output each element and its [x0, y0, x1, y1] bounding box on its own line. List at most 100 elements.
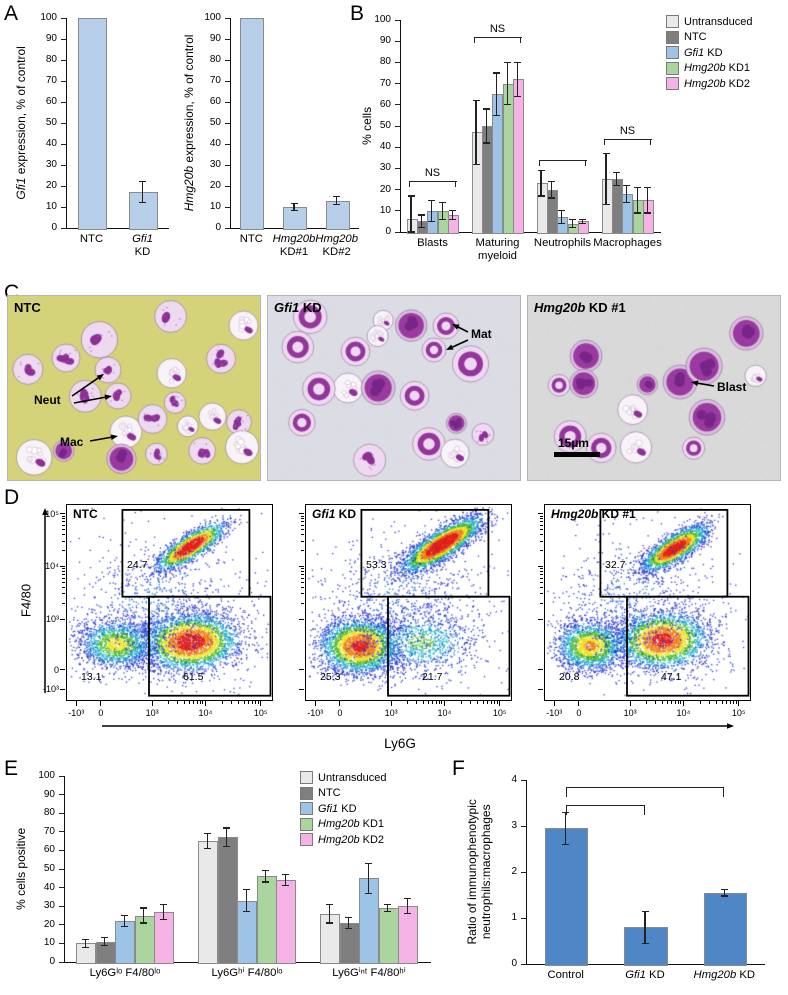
- y-minor-tick: [301, 586, 304, 588]
- y-tick: [395, 146, 400, 148]
- error-bar-cap: [403, 898, 411, 900]
- error-bar-cap: [407, 195, 415, 197]
- y-tick-label: 100: [38, 770, 55, 781]
- category-label: Gfi1 KD: [132, 233, 153, 258]
- y-minor-tick: [301, 524, 304, 526]
- arrow-head: [42, 508, 48, 515]
- error-bar-cap: [203, 833, 211, 835]
- gate-lower-left-pct: 13.1: [81, 671, 102, 683]
- y-tick: [59, 849, 64, 851]
- error-bar-cap: [281, 885, 289, 887]
- bar: [703, 892, 747, 966]
- error-bar-cap: [333, 195, 341, 198]
- y-minor-tick: [540, 529, 543, 531]
- sig-bracket: [723, 786, 725, 797]
- bar: [513, 79, 525, 234]
- error-bar-cap: [493, 114, 501, 116]
- plot-area: [400, 20, 661, 233]
- error-bar-cap: [223, 827, 231, 829]
- x-tick: [443, 701, 445, 706]
- x-minor-tick: [735, 701, 737, 704]
- y-minor-tick: [301, 540, 304, 542]
- legend-swatch: [300, 817, 313, 831]
- error-bar-cap: [139, 202, 146, 204]
- x-minor-tick: [666, 701, 668, 704]
- y-tick-label: 70: [45, 75, 57, 86]
- x-tick: [578, 701, 580, 706]
- y-tick-label: 60: [379, 98, 391, 110]
- y-minor-tick: [62, 524, 65, 526]
- error-bar-line: [410, 195, 412, 232]
- flow-scatter-canvas: [545, 505, 750, 700]
- sig-bracket: [585, 159, 587, 166]
- y-tick-label: 20: [45, 180, 57, 191]
- y-tick-label: 30: [379, 162, 391, 174]
- legend-item: NTC: [666, 30, 786, 46]
- gate-lower-right-pct: 61.5: [183, 671, 204, 683]
- y-minor-tick: [301, 568, 304, 570]
- error-bar-cap: [720, 888, 728, 891]
- bar: [643, 200, 655, 234]
- y-tick: [225, 59, 230, 61]
- micrograph-image: [8, 296, 260, 480]
- sig-bracket: [455, 181, 457, 188]
- y-minor-tick: [540, 571, 543, 572]
- sig-bracket: [520, 36, 522, 43]
- y-tick: [225, 122, 230, 124]
- flow-gates: [121, 509, 272, 697]
- x-tick-label: -10³: [68, 708, 85, 718]
- error-bar-line: [265, 870, 267, 883]
- x-minor-tick: [432, 701, 434, 704]
- arrow-line: [71, 377, 99, 397]
- error-bar-cap: [81, 939, 89, 941]
- y-tick: [61, 206, 66, 208]
- y-minor-tick: [540, 602, 543, 604]
- sig-bracket: [408, 181, 457, 183]
- y-axis-title: % cells: [360, 106, 375, 145]
- y-tick: [59, 961, 64, 963]
- x-tick-label: -10³: [546, 708, 563, 718]
- immunophenotype-chart: 0 10 20 30 40 50 60 70 80 90 100 % cells positive Ly…: [10, 766, 436, 992]
- sig-bracket: [408, 181, 410, 188]
- x-minor-tick: [490, 701, 492, 704]
- sig-bracket: [538, 159, 540, 166]
- error-bar-cap: [428, 220, 436, 222]
- y-tick-label: 90: [379, 35, 391, 47]
- legend-item: Hmg20b KD1: [300, 817, 430, 833]
- y-minor-tick: [301, 593, 304, 595]
- x-tick-label: 10⁴: [198, 708, 213, 718]
- y-tick: [395, 61, 400, 63]
- x-minor-tick: [199, 701, 201, 704]
- gate-lower-right: [148, 595, 272, 697]
- y-minor-tick: [62, 581, 65, 583]
- bar: [398, 906, 419, 964]
- y-axis-title: Hmg20b expression, % of control: [182, 34, 197, 212]
- y-minor-tick: [301, 529, 304, 531]
- legend-label: Hmg20b KD2: [318, 833, 385, 846]
- error-bar-cap: [262, 870, 270, 872]
- category-label: NTC: [239, 233, 263, 245]
- error-bar-cap: [139, 181, 146, 183]
- x-minor-tick: [254, 701, 256, 704]
- y-tick: [395, 83, 400, 85]
- arrow-head: [110, 434, 118, 440]
- x-minor-tick: [247, 701, 249, 704]
- micrograph-image: [528, 296, 780, 480]
- arrow-head: [727, 723, 734, 729]
- y-tick-label: 0: [215, 222, 221, 233]
- y-tick: [299, 618, 304, 620]
- flow-gates: [360, 509, 511, 697]
- error-bar-cap: [568, 227, 576, 229]
- y-tick: [225, 80, 230, 82]
- y-tick-label: 50: [379, 120, 391, 131]
- y-minor-tick: [62, 521, 65, 523]
- x-tick: [151, 701, 153, 706]
- error-bar-cap: [101, 944, 109, 946]
- gate-lower-right: [387, 595, 511, 697]
- arrow-line: [452, 339, 469, 348]
- bar: [78, 18, 107, 230]
- error-bar-cap: [579, 222, 587, 225]
- legend-swatch: [300, 771, 313, 785]
- bar: [198, 841, 219, 964]
- y-tick-label: 50: [209, 117, 221, 128]
